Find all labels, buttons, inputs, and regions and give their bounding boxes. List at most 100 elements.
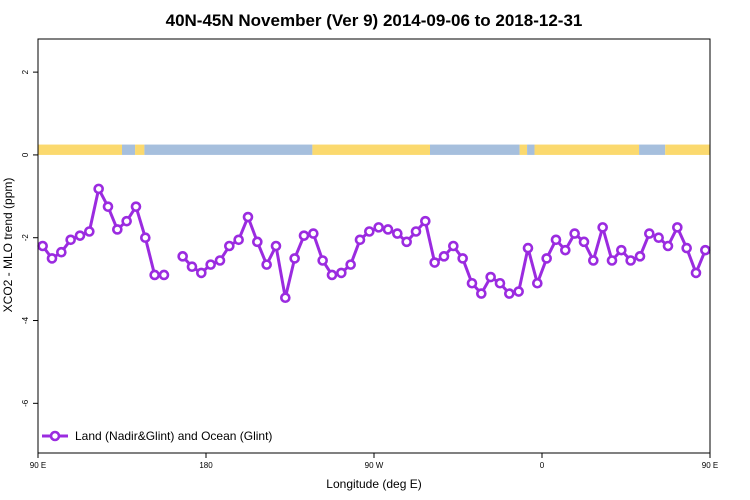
data-point <box>476 288 487 299</box>
data-point <box>280 292 291 304</box>
data-point <box>560 244 571 256</box>
x-tick-label: 180 <box>199 461 213 470</box>
data-point <box>401 236 412 248</box>
data-point <box>74 230 86 241</box>
data-point <box>270 240 282 252</box>
data-point <box>494 277 506 289</box>
data-point <box>46 253 58 264</box>
data-point <box>532 277 543 289</box>
data-point <box>65 234 76 246</box>
data-point <box>158 269 170 281</box>
data-point <box>289 253 300 264</box>
strip-ocean-segment <box>639 144 666 155</box>
data-point <box>112 224 123 235</box>
data-point <box>196 267 207 279</box>
data-point <box>485 271 496 283</box>
y-tick-label: -4 <box>21 316 30 324</box>
legend: Land (Nadir&Glint) and Ocean (Glint) <box>42 429 272 443</box>
data-point <box>644 228 655 239</box>
data-point <box>606 255 618 266</box>
data-point <box>102 201 114 212</box>
data-point <box>121 215 132 227</box>
data-point <box>308 228 319 239</box>
data-point <box>93 183 104 195</box>
x-tick-label: 0 <box>540 461 545 470</box>
data-point <box>224 240 235 252</box>
data-point <box>569 228 580 239</box>
y-axis-label: XCO2 - MLO trend (ppm) <box>1 178 15 313</box>
strip-ocean-segment <box>122 144 136 155</box>
x-axis: 90 E 180 90 W 0 90 E <box>30 453 718 470</box>
data-point <box>662 240 674 252</box>
data-point <box>37 240 48 252</box>
data-point <box>653 232 664 244</box>
data-point <box>429 257 440 268</box>
data-point <box>214 255 226 266</box>
data-point <box>345 259 356 270</box>
y-axis: 2 0 -2 -4 -6 <box>21 69 38 407</box>
data-point <box>410 226 422 237</box>
strip-land-segment <box>519 144 528 155</box>
data-point <box>550 234 562 246</box>
y-tick-label: -2 <box>21 234 30 242</box>
data-point <box>690 267 702 279</box>
data-point <box>56 246 67 258</box>
data-point <box>261 259 272 270</box>
data-point <box>457 253 468 264</box>
data-point <box>233 234 244 246</box>
data-point <box>298 230 310 241</box>
data-point <box>382 224 394 235</box>
strip-land-segment <box>534 144 640 155</box>
data-point <box>354 234 366 246</box>
x-tick-label: 90 E <box>702 461 718 470</box>
data-point <box>466 277 478 289</box>
data-point <box>504 288 515 299</box>
data-point <box>336 267 347 279</box>
data-point <box>625 255 636 266</box>
legend-entry-label: Land (Nadir&Glint) and Ocean (Glint) <box>75 429 272 443</box>
strip-land-segment <box>135 144 145 155</box>
data-point <box>513 286 524 297</box>
data-point <box>522 242 534 254</box>
data-point <box>700 244 711 256</box>
data-point <box>438 251 450 262</box>
data-point <box>597 222 608 233</box>
data-point <box>317 255 328 266</box>
data-point <box>84 226 95 237</box>
data-point <box>177 251 188 262</box>
x-tick-label: 90 W <box>365 461 384 470</box>
data-point <box>140 232 151 244</box>
strip-land-segment <box>665 144 710 155</box>
strip-ocean-segment <box>430 144 520 155</box>
data-point <box>420 215 431 227</box>
data-point <box>672 222 683 233</box>
data-point <box>205 259 216 270</box>
data-point <box>634 251 646 262</box>
data-point <box>252 236 263 248</box>
data-point <box>681 242 692 254</box>
x-axis-label: Longitude (deg E) <box>326 477 421 491</box>
strip-ocean-segment <box>144 144 313 155</box>
data-point <box>186 261 198 273</box>
data-point <box>588 255 599 266</box>
series-group <box>37 183 711 304</box>
strip-land-segment <box>38 144 122 155</box>
data-point <box>149 269 160 281</box>
data-point <box>392 228 403 239</box>
y-tick-label: -6 <box>21 399 30 407</box>
data-point <box>130 201 142 212</box>
data-point <box>541 253 552 264</box>
strip-ocean-segment <box>527 144 535 155</box>
data-point <box>578 236 590 248</box>
strip-land-segment <box>312 144 430 155</box>
data-point <box>242 211 254 223</box>
land-ocean-strip <box>38 144 710 155</box>
y-tick-label: 2 <box>21 69 30 74</box>
legend-marker-swatch <box>49 430 61 442</box>
y-tick-label: 0 <box>21 152 30 157</box>
chart-title: 40N-45N November (Ver 9) 2014-09-06 to 2… <box>166 11 583 30</box>
data-point <box>373 222 384 233</box>
data-point <box>448 240 459 252</box>
